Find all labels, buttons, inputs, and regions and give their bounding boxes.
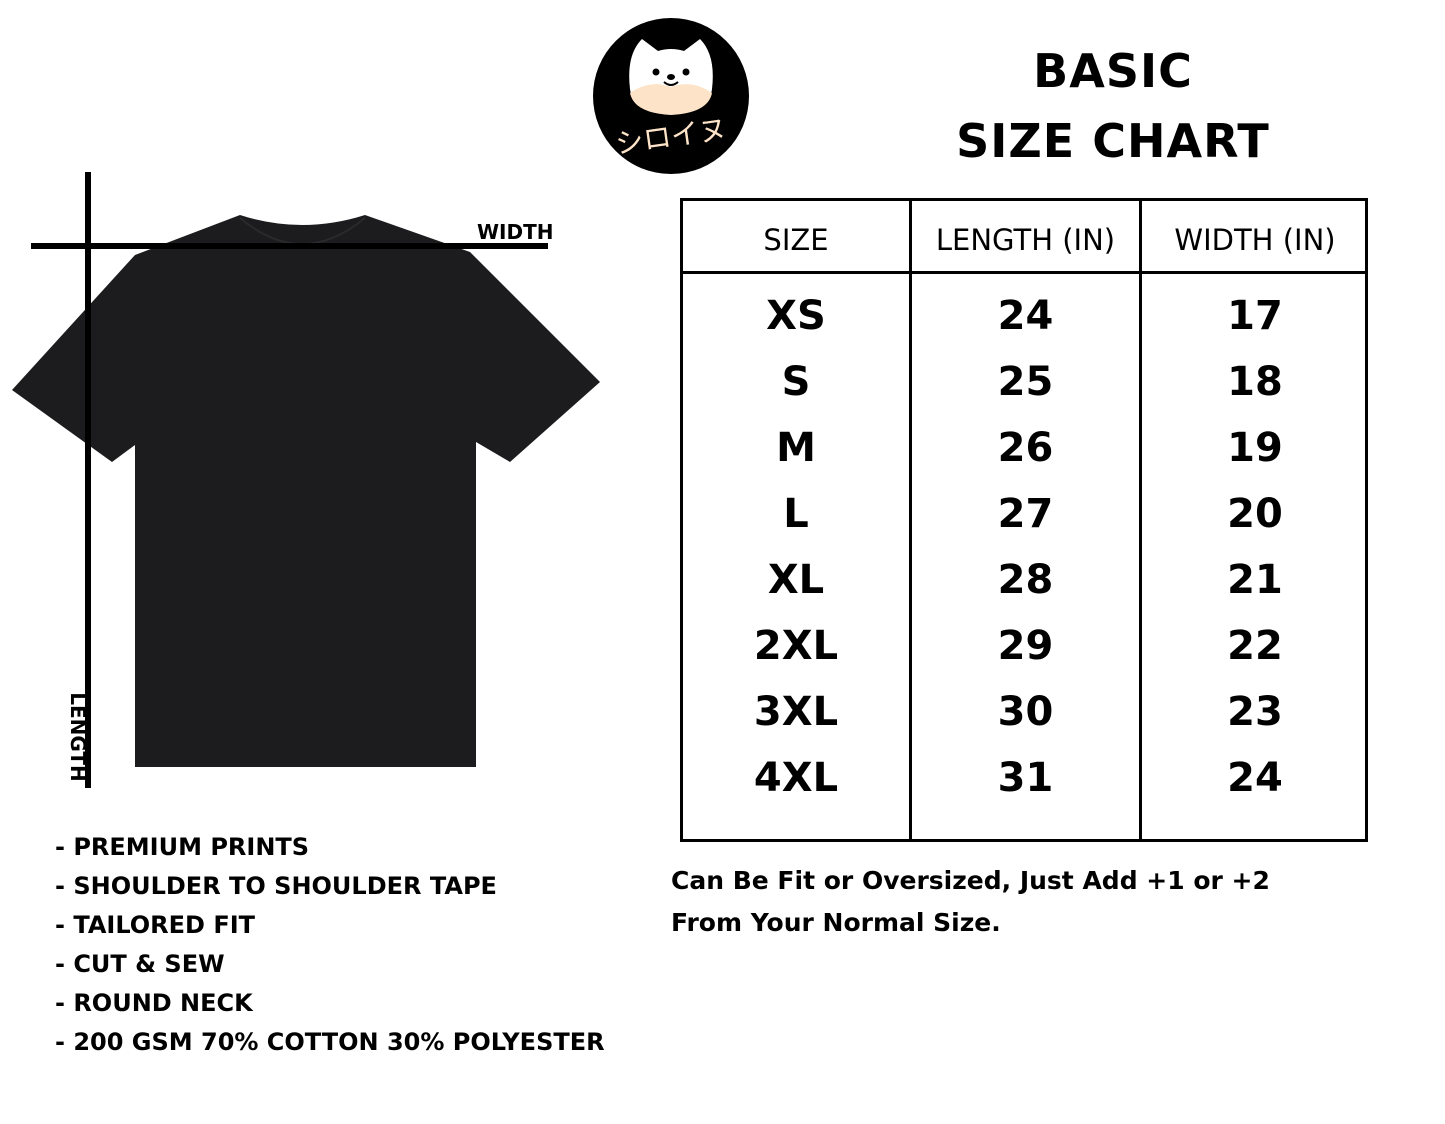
header-divider [683, 271, 1365, 274]
header-size: SIZE [763, 223, 829, 257]
cell-length: 27 [997, 491, 1054, 537]
cell-length: 31 [997, 755, 1054, 801]
cell-size: XL [767, 557, 825, 603]
cell-length: 28 [997, 557, 1054, 603]
size-chart-table: SIZE LENGTH (IN) WIDTH (IN) XS 24 17 S 25 18 M… [680, 198, 1368, 842]
fit-note: Can Be Fit or Oversized, Just Add +1 or … [671, 860, 1270, 944]
cell-width: 17 [1227, 293, 1283, 339]
cell-width: 24 [1227, 755, 1283, 801]
title-line1: BASIC [1033, 44, 1193, 98]
feature-item: - SHOULDER TO SHOULDER TAPE [55, 872, 497, 900]
cell-size: L [783, 491, 809, 537]
header-length: LENGTH (IN) [935, 223, 1116, 257]
feature-item: - CUT & SEW [55, 950, 225, 978]
length-label: LENGTH [66, 692, 90, 782]
width-measure-line [31, 243, 548, 249]
cell-size: M [776, 425, 816, 471]
cell-width: 20 [1227, 491, 1283, 537]
cell-width: 21 [1227, 557, 1283, 603]
cell-length: 30 [997, 689, 1054, 735]
cell-length: 25 [997, 359, 1054, 405]
tshirt-image [12, 215, 600, 767]
tshirt-diagram [12, 172, 600, 788]
cell-length: 29 [997, 623, 1054, 669]
dog-face-icon [593, 18, 749, 174]
feature-list: - PREMIUM PRINTS - SHOULDER TO SHOULDER … [55, 832, 605, 1066]
feature-item: - ROUND NECK [55, 989, 253, 1017]
cell-length: 24 [997, 293, 1054, 339]
cell-width: 18 [1227, 359, 1283, 405]
title-line2: SIZE CHART [956, 114, 1270, 168]
cell-width: 19 [1227, 425, 1283, 471]
feature-item: - 200 GSM 70% COTTON 30% POLYESTER [55, 1028, 605, 1056]
column-divider [1139, 201, 1142, 839]
cell-size: 3XL [753, 689, 839, 735]
brand-logo: シロイヌ [592, 17, 750, 179]
cell-size: S [781, 359, 811, 405]
cell-length: 26 [997, 425, 1054, 471]
cell-width: 22 [1227, 623, 1283, 669]
width-label: WIDTH [477, 220, 554, 244]
feature-item: - PREMIUM PRINTS [55, 833, 310, 861]
cell-size: XS [766, 293, 826, 339]
cell-width: 23 [1227, 689, 1283, 735]
column-divider [909, 201, 912, 839]
feature-item: - TAILORED FIT [55, 911, 256, 939]
cell-size: 4XL [753, 755, 839, 801]
length-measure-line [85, 172, 91, 788]
fit-note-line2: From Your Normal Size. [671, 908, 1001, 937]
header-width: WIDTH (IN) [1174, 223, 1336, 257]
cell-size: 2XL [753, 623, 839, 669]
fit-note-line1: Can Be Fit or Oversized, Just Add +1 or … [671, 866, 1270, 895]
